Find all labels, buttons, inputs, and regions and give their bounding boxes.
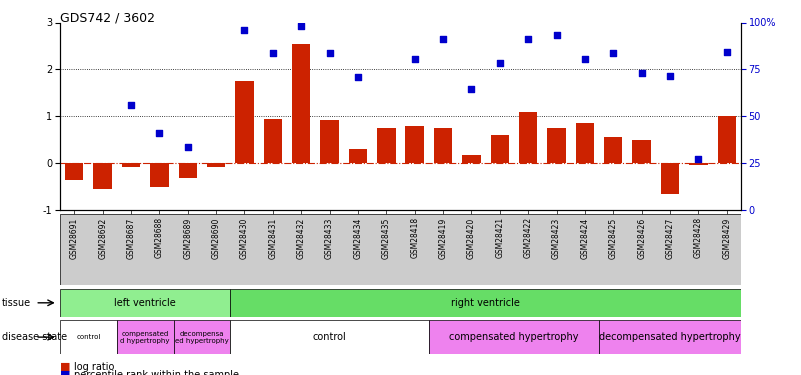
Bar — [689, 163, 707, 165]
Text: GSM28424: GSM28424 — [581, 217, 590, 259]
Text: GSM28432: GSM28432 — [296, 217, 306, 259]
Bar — [60, 289, 231, 317]
Bar — [264, 118, 282, 163]
Text: GSM28430: GSM28430 — [240, 217, 249, 259]
Point — [465, 86, 478, 92]
Text: GSM28434: GSM28434 — [353, 217, 362, 259]
Text: GSM28433: GSM28433 — [325, 217, 334, 259]
Bar — [292, 44, 311, 163]
Bar — [231, 320, 429, 354]
Text: GSM28689: GSM28689 — [183, 217, 192, 259]
Bar — [174, 320, 231, 354]
Text: decompensa
ed hypertrophy: decompensa ed hypertrophy — [175, 331, 229, 344]
Bar — [718, 116, 736, 163]
Text: GSM28431: GSM28431 — [268, 217, 277, 259]
Text: GSM28429: GSM28429 — [723, 217, 731, 259]
Point — [295, 23, 308, 29]
Text: GSM28428: GSM28428 — [694, 217, 702, 258]
Bar — [235, 81, 254, 163]
Point — [692, 156, 705, 162]
Text: GSM28688: GSM28688 — [155, 217, 164, 258]
Bar — [462, 155, 481, 163]
Text: GSM28426: GSM28426 — [637, 217, 646, 259]
Point — [550, 32, 563, 38]
Text: log ratio: log ratio — [74, 362, 115, 372]
Bar — [429, 320, 599, 354]
Text: right ventricle: right ventricle — [451, 298, 520, 308]
Text: GSM28427: GSM28427 — [666, 217, 674, 259]
Bar — [490, 135, 509, 163]
Text: compensated
d hypertrophy: compensated d hypertrophy — [120, 331, 170, 344]
Text: ■: ■ — [60, 362, 70, 372]
Point — [181, 144, 194, 150]
Point — [125, 102, 138, 108]
Point — [267, 50, 280, 56]
Point — [720, 49, 733, 55]
Bar — [179, 163, 197, 178]
Text: GSM28421: GSM28421 — [495, 217, 505, 258]
Text: percentile rank within the sample: percentile rank within the sample — [74, 370, 239, 375]
Bar — [604, 137, 622, 163]
Point — [323, 50, 336, 56]
Text: control: control — [312, 332, 347, 342]
Bar — [117, 320, 174, 354]
Bar — [661, 163, 679, 194]
Text: GSM28423: GSM28423 — [552, 217, 561, 259]
Point — [352, 74, 364, 80]
Point — [437, 36, 449, 42]
Bar — [65, 163, 83, 180]
Point — [493, 60, 506, 66]
Text: compensated hypertrophy: compensated hypertrophy — [449, 332, 579, 342]
Text: GSM28692: GSM28692 — [99, 217, 107, 259]
Bar — [60, 320, 117, 354]
Point — [409, 56, 421, 62]
Text: GDS742 / 3602: GDS742 / 3602 — [60, 11, 155, 24]
Bar — [547, 128, 566, 163]
Bar — [576, 123, 594, 163]
Point — [238, 27, 251, 33]
Bar — [94, 163, 112, 189]
Bar — [405, 126, 424, 163]
Bar — [320, 120, 339, 163]
Bar — [434, 128, 453, 163]
Bar — [122, 163, 140, 167]
Text: left ventricle: left ventricle — [115, 298, 176, 308]
Text: disease state: disease state — [2, 332, 66, 342]
Bar — [207, 163, 225, 167]
Bar — [348, 149, 367, 163]
Text: tissue: tissue — [2, 298, 30, 308]
Bar — [150, 163, 168, 187]
Point — [635, 70, 648, 76]
Text: ■: ■ — [60, 370, 70, 375]
Bar — [519, 112, 537, 163]
Text: GSM28419: GSM28419 — [439, 217, 448, 259]
Text: GSM28687: GSM28687 — [127, 217, 135, 259]
Point — [663, 74, 676, 80]
Text: GSM28418: GSM28418 — [410, 217, 419, 258]
Point — [153, 130, 166, 136]
Text: control: control — [76, 334, 101, 340]
Text: GSM28422: GSM28422 — [524, 217, 533, 258]
Text: GSM28425: GSM28425 — [609, 217, 618, 259]
Text: GSM28420: GSM28420 — [467, 217, 476, 259]
Text: decompensated hypertrophy: decompensated hypertrophy — [599, 332, 741, 342]
Text: GSM28435: GSM28435 — [382, 217, 391, 259]
Point — [607, 50, 620, 56]
Bar — [231, 289, 741, 317]
Point — [578, 56, 591, 62]
Text: GSM28691: GSM28691 — [70, 217, 78, 259]
Bar — [377, 128, 396, 163]
Bar — [633, 140, 651, 163]
Point — [521, 36, 534, 42]
Text: GSM28690: GSM28690 — [211, 217, 220, 259]
Bar — [599, 320, 741, 354]
